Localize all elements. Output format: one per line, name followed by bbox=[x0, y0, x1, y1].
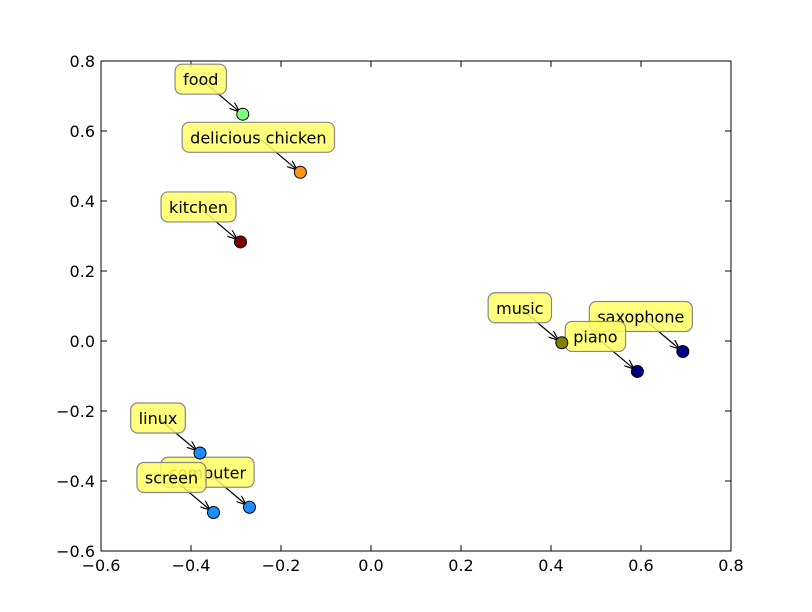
annotation-box bbox=[136, 461, 207, 494]
annotation-box bbox=[564, 320, 627, 353]
annotation-box bbox=[174, 63, 228, 95]
y-tick-label: 0.6 bbox=[70, 122, 95, 141]
point-delicious-chicken bbox=[293, 165, 307, 179]
axis-ticks: −0.6 −0.4 −0.2 0.0 0.2 0.4 0.6 0.8 −0.6 −0.4 −0.2 0… bbox=[56, 52, 744, 575]
annotation-delicious-chicken: delicious chicken bbox=[181, 121, 336, 169]
annotation-piano: piano bbox=[564, 320, 633, 368]
annotation-music: music bbox=[487, 292, 558, 340]
x-tick-label: −0.2 bbox=[262, 556, 301, 575]
x-tick-label: 0.6 bbox=[628, 556, 653, 575]
annotation-box bbox=[181, 121, 336, 153]
x-tick-label: 0.0 bbox=[358, 556, 383, 575]
annotation-screen: screen bbox=[136, 461, 210, 510]
x-tick-label: −0.4 bbox=[172, 556, 211, 575]
annotation-box bbox=[160, 191, 237, 223]
y-tick-label: −0.4 bbox=[56, 472, 95, 491]
point-label: screen bbox=[145, 469, 198, 488]
point-label: music bbox=[496, 299, 543, 318]
data-points bbox=[193, 107, 690, 519]
point-label: kitchen bbox=[169, 198, 228, 217]
point-computer bbox=[243, 500, 256, 514]
y-tick-label: 0.2 bbox=[70, 262, 95, 281]
point-label: food bbox=[183, 70, 218, 89]
annotation-box bbox=[130, 402, 186, 434]
point-label: delicious chicken bbox=[190, 128, 326, 147]
point-screen bbox=[207, 506, 220, 519]
annotation-linux: linux bbox=[130, 402, 196, 450]
x-tick-label: 0.8 bbox=[718, 556, 743, 575]
point-saxophone bbox=[676, 345, 690, 358]
x-tick-label: 0.4 bbox=[538, 556, 563, 575]
y-tick-label: 0.8 bbox=[70, 52, 95, 71]
point-label: piano bbox=[573, 327, 617, 346]
annotation-kitchen: kitchen bbox=[160, 191, 237, 239]
point-food bbox=[236, 107, 250, 121]
y-tick-label: 0.4 bbox=[70, 192, 95, 211]
annotation-box bbox=[487, 292, 553, 324]
y-tick-label: −0.6 bbox=[56, 542, 95, 561]
point-linux bbox=[193, 446, 207, 460]
point-music bbox=[555, 336, 569, 350]
point-kitchen bbox=[234, 235, 247, 249]
annotation-food: food bbox=[174, 63, 239, 111]
x-tick-label: −0.6 bbox=[82, 556, 121, 575]
point-label: linux bbox=[139, 409, 178, 428]
y-tick-label: −0.2 bbox=[56, 402, 95, 421]
point-piano bbox=[630, 364, 644, 378]
y-tick-label: 0.0 bbox=[70, 332, 95, 351]
x-tick-label: 0.2 bbox=[448, 556, 473, 575]
